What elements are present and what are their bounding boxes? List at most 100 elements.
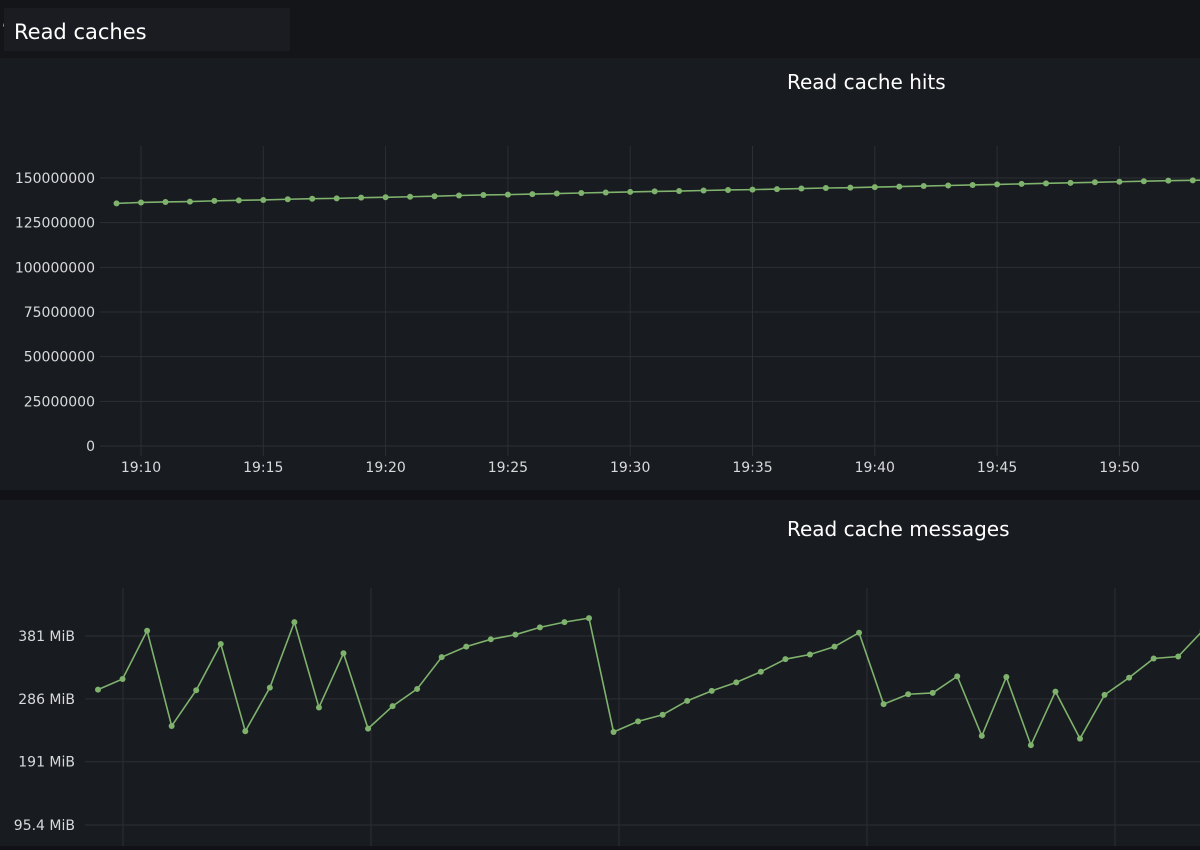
data-point [994,181,1000,187]
data-point [1003,674,1009,680]
data-point [798,186,804,192]
data-point [979,733,985,739]
data-point [1052,689,1058,695]
x-tick-label: 19:15 [243,460,283,476]
data-point [872,184,878,190]
data-point [138,199,144,205]
data-point [309,196,315,202]
y-tick-label: 95.4 MiB [14,818,75,834]
data-point [635,718,641,724]
data-point [930,690,936,696]
data-point [1102,692,1108,698]
panel-read-cache-messages: Read cache messages 95.4 MiB 191 MiB 286 M… [0,500,1200,846]
data-point [1141,178,1147,184]
y-tick-label: 125000000 [15,216,95,232]
data-point [945,183,951,189]
x-tick-label: 19:40 [855,460,895,476]
data-point [1175,654,1181,660]
data-point [480,192,486,198]
y-tick-label: 191 MiB [18,755,75,771]
data-point [627,189,633,195]
data-point [578,190,584,196]
data-point [456,193,462,199]
data-point [733,679,739,685]
data-point [905,691,911,697]
data-point [1028,742,1034,748]
data-point [432,193,438,199]
y-tick-label: 25000000 [24,394,95,410]
panel-title-hits[interactable]: Read cache hits [787,70,946,94]
y-tick-label: 0 [86,439,95,455]
data-point [236,197,242,203]
x-tick-label: 19:10 [121,460,161,476]
data-point [316,704,322,710]
y-tick-label: 150000000 [15,171,95,187]
data-point [750,187,756,193]
data-point [291,619,297,625]
data-point [267,685,273,691]
data-point [365,726,371,732]
x-tick-label: 19:35 [732,460,772,476]
x-tick-label: 19:30 [610,460,650,476]
data-point [488,636,494,642]
data-point [383,194,389,200]
dashboard-row-header[interactable]: „ Read caches [0,0,1200,58]
data-point [529,191,535,197]
data-point [242,728,248,734]
data-point [407,194,413,200]
data-point [611,729,617,735]
data-point [1116,179,1122,185]
data-point [439,654,445,660]
data-point [774,186,780,192]
data-point [701,188,707,194]
data-point [554,191,560,197]
series-line [98,618,1200,745]
data-point [921,183,927,189]
chart-read-cache-hits[interactable]: 0250000005000000075000000100000000125000… [0,58,1200,490]
y-tick-label: 50000000 [24,350,95,366]
data-point [193,687,199,693]
data-point [684,698,690,704]
data-point [954,673,960,679]
data-point [341,650,347,656]
panel-title-messages[interactable]: Read cache messages [787,517,1010,541]
x-tick-label: 19:50 [1099,460,1139,476]
y-tick-label: 286 MiB [18,692,75,708]
data-point [561,619,567,625]
data-point [187,199,193,205]
data-point [334,195,340,201]
panel-read-cache-hits: Read cache hits 0 25000000 50000000 7500000… [0,58,1200,490]
data-point [358,195,364,201]
data-point [823,185,829,191]
data-point [512,632,518,638]
data-point [169,723,175,729]
data-point [95,687,101,693]
data-point [856,630,862,636]
data-point [1165,178,1171,184]
data-point [162,199,168,205]
data-point [114,200,120,206]
data-point [603,189,609,195]
data-point [660,712,666,718]
data-point [463,644,469,650]
x-tick-label: 19:25 [488,460,528,476]
data-point [1067,180,1073,186]
data-point [260,197,266,203]
data-point [120,676,126,682]
x-tick-label: 19:45 [977,460,1017,476]
data-point [807,652,813,658]
data-point [758,669,764,675]
data-point [586,615,592,621]
y-tick-label: 75000000 [24,305,95,321]
data-point [1019,181,1025,187]
data-point [725,187,731,193]
data-point [1043,180,1049,186]
data-point [652,188,658,194]
data-point [676,188,682,194]
data-point [285,196,291,202]
data-point [1077,736,1083,742]
data-point [709,688,715,694]
data-point [211,198,217,204]
data-point [970,182,976,188]
